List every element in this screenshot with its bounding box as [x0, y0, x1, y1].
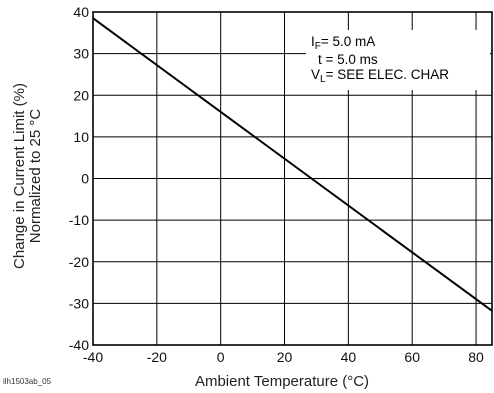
series-line	[92, 17, 493, 312]
y-tick-label: 0	[81, 171, 89, 187]
x-tick-label: 0	[217, 349, 225, 365]
x-tick-label: 60	[404, 349, 420, 365]
annotation-backdrop	[306, 30, 490, 90]
x-tick-label: -40	[83, 349, 103, 365]
x-axis-label: Ambient Temperature (°C)	[195, 373, 369, 390]
x-tick-label: 80	[468, 349, 484, 365]
y-tick-label: 30	[73, 46, 89, 62]
x-axis-ticks: -40 -20 0 20 40 60 80	[83, 349, 484, 365]
x-tick-label: 40	[341, 349, 357, 365]
y-tick-label: 20	[73, 87, 89, 103]
y-tick-label: -30	[69, 295, 89, 311]
x-tick-label: -20	[147, 349, 167, 365]
y-tick-label: -10	[69, 212, 89, 228]
y-axis-label: Change in Current Limit (%) Normalized t…	[11, 83, 44, 269]
y-axis-ticks: 40 30 20 10 0 -10 -20 -30 -40	[69, 4, 89, 353]
annotation-t: t = 5.0 ms	[318, 52, 378, 67]
y-tick-label: 40	[73, 4, 89, 20]
series-layer	[92, 17, 493, 312]
x-tick-label: 20	[277, 349, 293, 365]
annotation-vl: VL= SEE ELEC. CHAR	[311, 67, 449, 85]
y-axis-label-line-2: Normalized to 25 °C	[27, 109, 44, 244]
y-tick-label: -40	[69, 337, 89, 353]
y-axis-label-line-1: Change in Current Limit (%)	[11, 83, 28, 269]
plot-frame	[92, 11, 493, 346]
annotation-if: IF= 5.0 mA	[311, 34, 375, 52]
y-tick-label: -20	[69, 254, 89, 270]
figure-code: ilh1503ab_05	[3, 377, 52, 386]
y-tick-label: 10	[73, 129, 89, 145]
